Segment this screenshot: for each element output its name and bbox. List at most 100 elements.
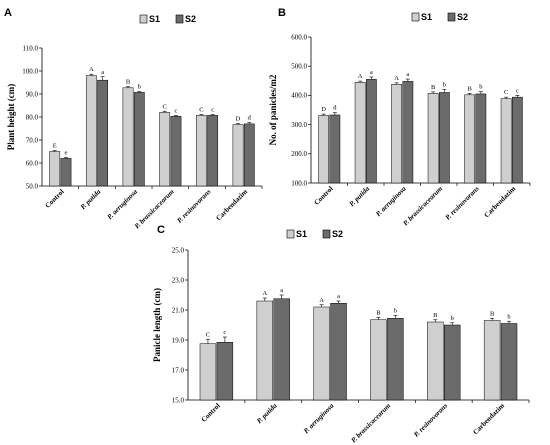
y-tick-label: 500.0 <box>291 63 307 71</box>
significance-letter: e <box>65 149 68 156</box>
legend-label-s1: S1 <box>149 14 160 24</box>
panel-letter: B <box>278 7 286 19</box>
significance-letter: c <box>223 329 226 336</box>
legend-swatch-s2 <box>322 229 331 239</box>
significance-letter: B <box>490 310 495 317</box>
bar-s1 <box>427 93 439 184</box>
y-tick-label: 21.0 <box>172 306 185 314</box>
category-label: P. putida <box>255 401 279 425</box>
bar-s1 <box>313 306 330 401</box>
y-tick-label: 25.0 <box>172 246 185 254</box>
category-label: Carbendazim <box>471 402 506 437</box>
bar-s2 <box>207 115 219 187</box>
y-tick-label: 100.0 <box>291 179 307 187</box>
significance-letter: b <box>479 84 482 91</box>
bar-s2 <box>439 92 450 184</box>
significance-letter: C <box>199 106 203 113</box>
y-tick-label: 80.0 <box>26 113 39 121</box>
y-tick-label: 90.0 <box>26 90 39 98</box>
bar-s2 <box>387 318 404 401</box>
significance-letter: B <box>467 85 472 92</box>
bar-s2 <box>444 324 461 401</box>
significance-letter: A <box>358 73 363 80</box>
significance-letter: d <box>333 105 337 112</box>
bar-s1 <box>391 84 402 184</box>
significance-letter: C <box>504 89 508 96</box>
y-tick-label: 600.0 <box>291 33 307 41</box>
significance-letter: c <box>516 87 519 94</box>
legend-label-s2: S2 <box>457 12 468 22</box>
significance-letter: d <box>248 115 252 122</box>
category-label: P. resinovorans <box>175 188 212 225</box>
significance-letter: c <box>175 107 178 114</box>
significance-letter: A <box>319 297 324 304</box>
legend-label-s2: S2 <box>185 14 196 24</box>
y-tick-label: 300.0 <box>291 121 307 129</box>
legend-label-s1: S1 <box>421 12 432 22</box>
chart-panel-A: A S1 S2 50.0 60.0 70.0 80.0 90.0 100.0 110.0 Plant… <box>4 7 263 230</box>
legend-swatch-s2 <box>447 12 456 22</box>
category-label: P. resinovorans <box>444 185 481 222</box>
category-label: Carbendazim <box>215 188 250 223</box>
bar-s2 <box>133 92 145 187</box>
significance-letter: D <box>236 116 241 123</box>
significance-letter: a <box>101 69 104 76</box>
significance-letter: b <box>394 307 397 314</box>
bar-s2 <box>512 96 523 184</box>
bar-s1 <box>195 115 207 187</box>
significance-letter: D <box>321 106 326 113</box>
category-label: P. resinovorans <box>412 402 449 439</box>
significance-letter: A <box>89 66 94 73</box>
y-axis-label: Plant height (cm) <box>6 84 16 151</box>
significance-letter: B <box>431 84 436 91</box>
category-label: P. putida <box>348 184 372 208</box>
bar-s1 <box>232 124 244 187</box>
y-tick-label: 400.0 <box>291 92 307 100</box>
category-label: Control <box>313 185 335 207</box>
legend-label-s1: S1 <box>296 229 307 239</box>
bar-s2 <box>216 342 234 401</box>
category-label: P. brassicacearum <box>350 401 393 444</box>
significance-letter: C <box>163 103 167 110</box>
legend-swatch-s1 <box>286 229 295 239</box>
bar-s1 <box>483 320 501 401</box>
y-axis-label: Panicle length (cm) <box>152 288 162 362</box>
category-label: P. brassicacearum <box>133 187 176 230</box>
bar-s2 <box>273 298 290 401</box>
bar-s2 <box>170 116 182 187</box>
significance-letter: b <box>507 313 510 320</box>
significance-letter: a <box>337 293 340 300</box>
bar-s1 <box>159 112 171 187</box>
category-label: Carbendazim <box>483 185 518 220</box>
bar-s1 <box>318 115 329 184</box>
bar-s2 <box>97 79 109 187</box>
y-tick-label: 70.0 <box>26 136 39 144</box>
chart-panel-B: B S1 S2 100.0 200.0 300.0 400.0 500.0 600.0 No. o… <box>268 7 531 227</box>
significance-letter: B <box>433 312 438 319</box>
legend: S1 S2 <box>139 14 196 24</box>
category-label: Control <box>200 402 222 424</box>
significance-letter: b <box>138 83 141 90</box>
bar-s2 <box>330 303 347 401</box>
bar-s1 <box>49 151 61 187</box>
y-tick-label: 17.0 <box>172 366 185 374</box>
bar-s2 <box>60 158 72 187</box>
significance-letter: c <box>211 106 214 113</box>
legend-swatch-s2 <box>175 14 184 24</box>
significance-letter: B <box>126 79 131 86</box>
bar-s1 <box>464 94 475 184</box>
significance-letter: a <box>406 71 409 78</box>
bar-s1 <box>122 87 134 187</box>
significance-letter: C <box>206 331 210 338</box>
legend: S1 S2 <box>411 12 468 22</box>
bar-s2 <box>329 114 341 184</box>
category-label: P. brassicacearum <box>401 184 444 227</box>
category-label: P. aeruginosa <box>302 401 336 435</box>
chart-panel-C: C S1 S2 15.0 17.0 19.0 21.0 23.0 25.0 Panicle len… <box>152 224 530 444</box>
category-label: Control <box>44 188 66 210</box>
bar-s1 <box>199 343 217 401</box>
legend-label-s2: S2 <box>332 229 343 239</box>
category-label: P. aeruginosa <box>374 184 408 218</box>
y-tick-label: 15.0 <box>172 396 185 404</box>
